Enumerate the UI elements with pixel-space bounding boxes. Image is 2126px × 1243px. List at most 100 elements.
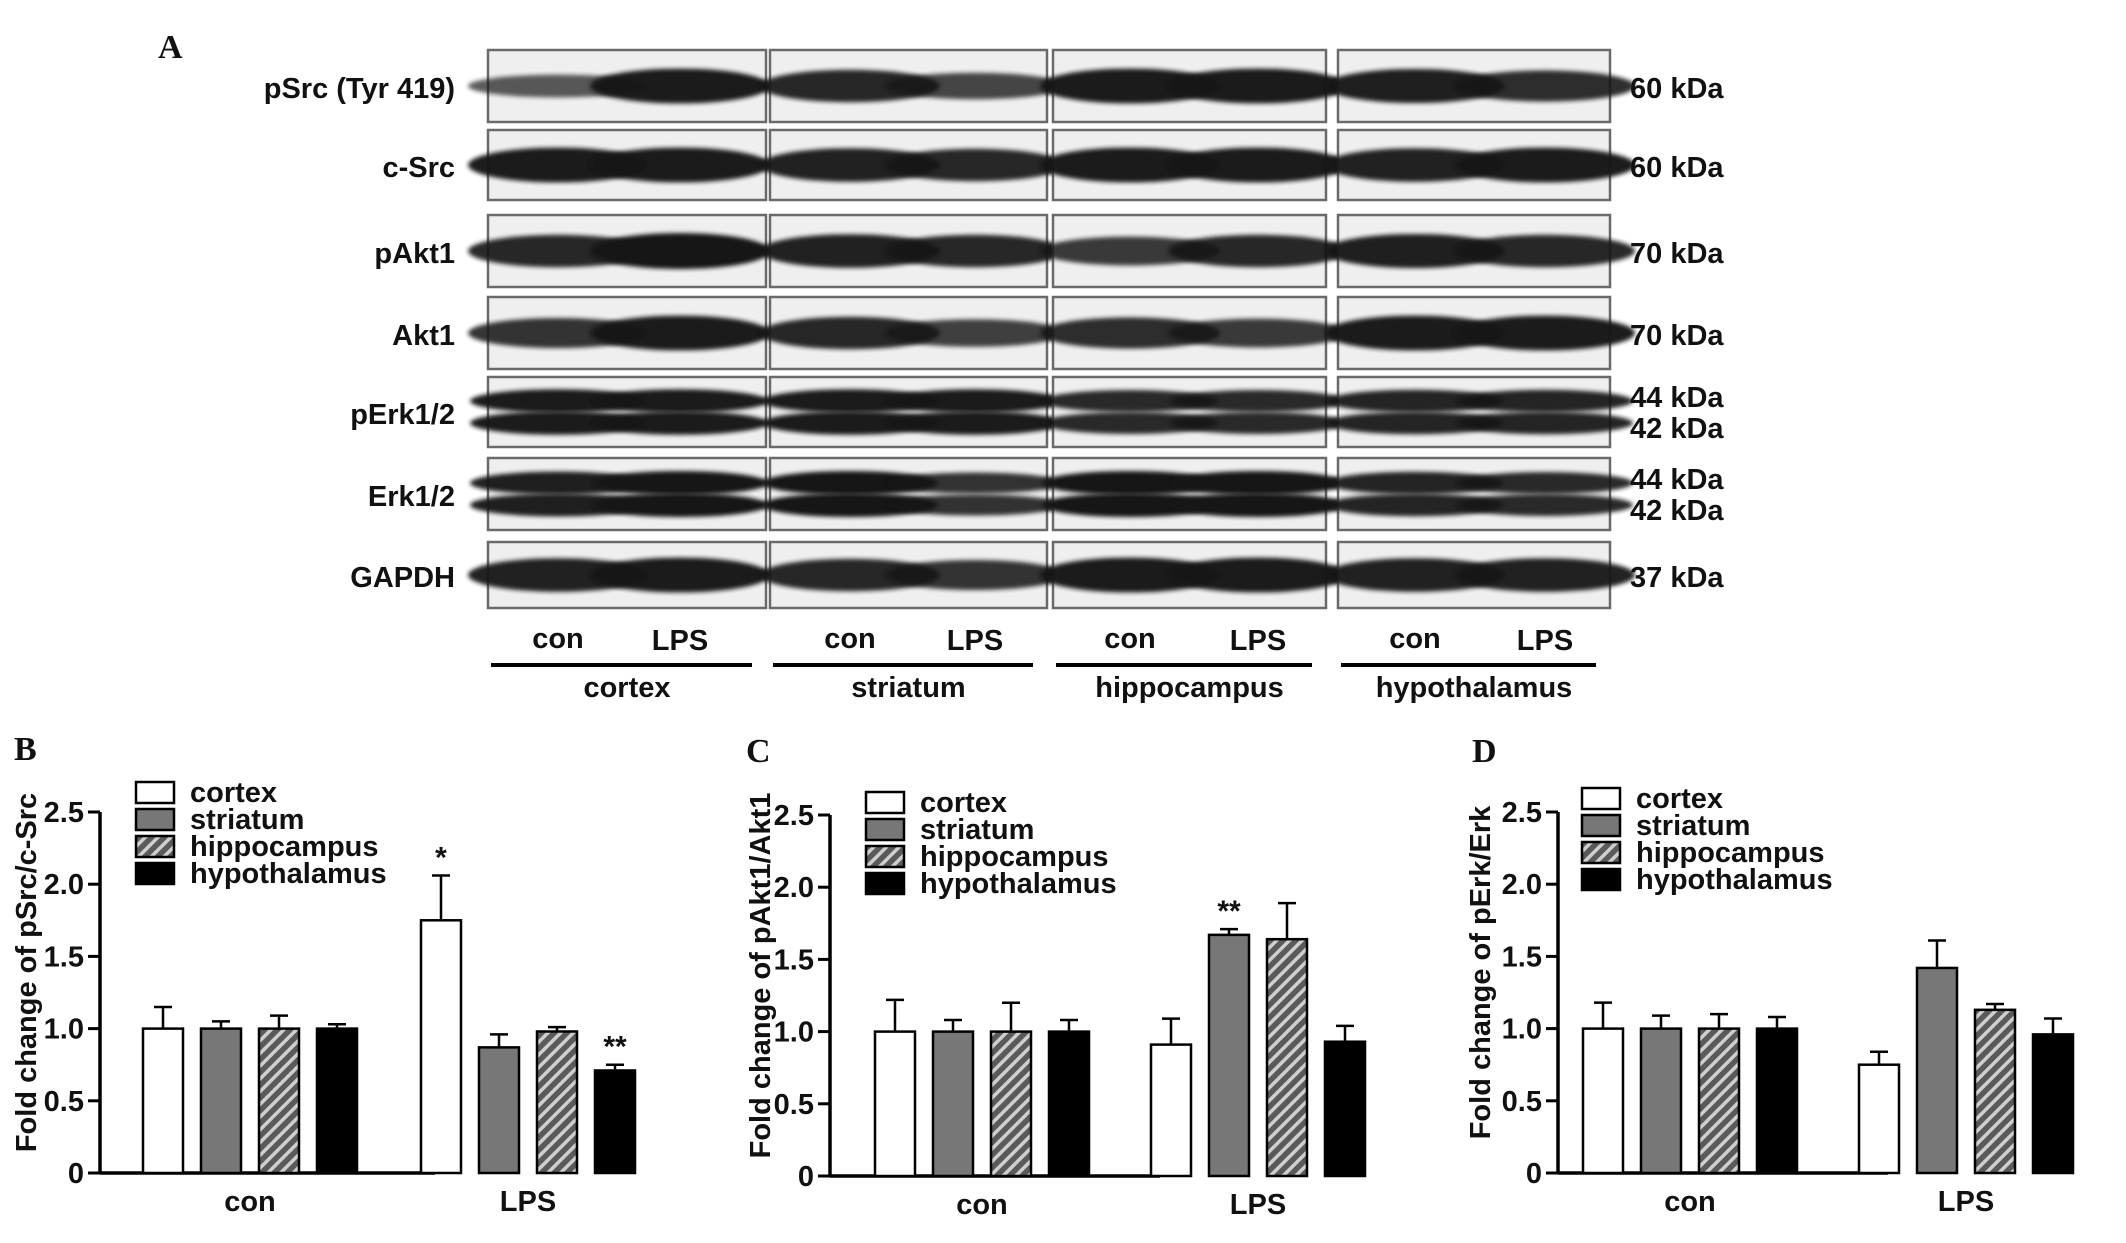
blot-band (1325, 233, 1505, 269)
blot-band (592, 493, 768, 517)
blot-band (760, 69, 940, 103)
y-tick-label: 0 (798, 1161, 814, 1193)
blot-band (1457, 472, 1633, 494)
blot-band (470, 389, 646, 413)
blot-band (760, 234, 940, 268)
lane-label-con: con (824, 623, 876, 655)
blot-band (1040, 147, 1220, 183)
blot-band (1040, 557, 1220, 593)
x-category-label: LPS (1938, 1186, 1994, 1218)
blot-band (1457, 389, 1633, 413)
legend-entry: cortex (1636, 783, 1723, 815)
y-tick-label: 2.5 (44, 797, 84, 829)
blot-band (760, 316, 940, 350)
blot-images (468, 48, 1635, 610)
panel-a-letter: A (158, 29, 183, 66)
blot-row-label: GAPDH (350, 562, 455, 594)
blot-row-label: pAkt1 (374, 238, 455, 270)
blot-band (1455, 70, 1635, 102)
bar-hippocampus (257, 1027, 301, 1175)
legend-entry: hippocampus (920, 841, 1109, 873)
legend-swatch (864, 790, 906, 815)
lane-label-con: con (1389, 623, 1441, 655)
y-tick-label: 0.5 (44, 1086, 84, 1118)
blot-frame (1336, 375, 1612, 449)
bar-hippocampus (1265, 937, 1309, 1178)
region-label: striatum (851, 672, 965, 704)
blot-band (1040, 236, 1220, 266)
bar-hypothalamus (2031, 1033, 2075, 1175)
legend-entry: hypothalamus (1636, 864, 1833, 896)
legend-swatch (134, 834, 176, 859)
blot-band (1168, 557, 1348, 593)
blot-band (592, 411, 768, 435)
y-tick-label: 2.5 (774, 800, 814, 832)
blot-band (1042, 412, 1218, 434)
blot-frame (1336, 456, 1612, 532)
legend-entry: hippocampus (190, 831, 379, 863)
significance-marker: ** (603, 1031, 627, 1064)
blot-band (1325, 558, 1505, 592)
bar-hippocampus (1697, 1027, 1741, 1175)
significance-marker: * (435, 842, 447, 875)
legend-swatch (134, 807, 176, 832)
molecular-weight-label: 37 kDa (1630, 562, 1724, 594)
western-blot-panel: A pSrc (Tyr 419) c-Src pAkt1 Akt1 pErk1/2 Erk… (158, 29, 1724, 704)
blot-band (760, 558, 940, 592)
legend-entry: cortex (920, 787, 1007, 819)
blot-row-label: Erk1/2 (368, 481, 455, 513)
bar-striatum (477, 1046, 521, 1175)
y-axis-label: Fold change of pAkt1/Akt1 (745, 793, 777, 1159)
blot-band (590, 147, 770, 183)
bar-striatum (1915, 966, 1959, 1175)
blot-band (1170, 390, 1346, 412)
bar-hippocampus (989, 1030, 1033, 1178)
blot-band (885, 560, 1065, 590)
bar-hypothalamus (315, 1027, 359, 1175)
blot-frame (1051, 375, 1328, 449)
blot-band (1042, 390, 1218, 412)
bar-striatum (1207, 933, 1251, 1178)
molecular-weight-label: 42 kDa (1630, 413, 1724, 445)
blot-band (1168, 147, 1348, 183)
blot-band (1325, 68, 1505, 104)
region-label: cortex (583, 672, 670, 704)
blot-band (470, 471, 646, 495)
blot-band (1168, 68, 1348, 104)
x-category-label: con (224, 1186, 276, 1218)
legend-swatch (1580, 813, 1622, 838)
blot-band (592, 471, 768, 495)
blot-band (885, 72, 1065, 100)
blot-row-labels: pSrc (Tyr 419) c-Src pAkt1 Akt1 pErk1/2 Erk1/… (264, 73, 455, 594)
molecular-weight-label: 42 kDa (1630, 495, 1724, 527)
y-tick-label: 1.5 (1502, 941, 1542, 973)
molecular-weight-label: 44 kDa (1630, 464, 1724, 496)
legend-entry: striatum (1636, 810, 1750, 842)
blot-band (887, 411, 1063, 435)
bar-hypothalamus (1047, 1030, 1091, 1178)
blot-row-label: c-Src (382, 152, 455, 184)
blot-band (1455, 558, 1635, 592)
blot-band (1455, 315, 1635, 351)
blot-band (1168, 318, 1348, 348)
x-category-label: LPS (1230, 1189, 1286, 1221)
y-tick-label: 1.0 (44, 1014, 84, 1046)
blot-band (760, 148, 940, 182)
blot-band (885, 148, 1065, 182)
blot-frame (486, 456, 768, 532)
blot-band (470, 493, 646, 517)
bar-cortex (1857, 1063, 1901, 1175)
blot-band (1040, 317, 1220, 349)
blot-band (1327, 389, 1503, 413)
y-tick-label: 2.0 (774, 872, 814, 904)
legend-entry: hypothalamus (920, 868, 1117, 900)
region-label: hypothalamus (1376, 672, 1573, 704)
y-tick-label: 2.0 (1502, 869, 1542, 901)
blot-band (1040, 68, 1220, 104)
blot-band (1327, 411, 1503, 435)
blot-band (590, 557, 770, 593)
y-axis-label: Fold change of pErk/Erk (1465, 805, 1497, 1139)
blot-band (1042, 471, 1218, 495)
